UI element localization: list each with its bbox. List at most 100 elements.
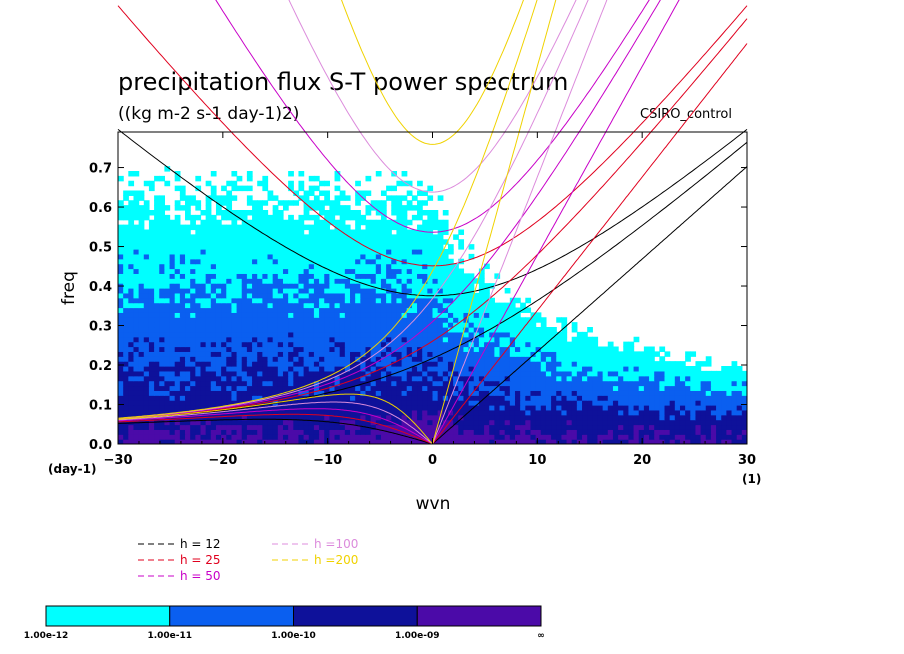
heatmap-cell bbox=[612, 429, 619, 435]
heatmap-cell bbox=[159, 390, 166, 396]
heatmap-cell bbox=[138, 429, 145, 435]
heatmap-cell bbox=[169, 253, 176, 260]
heatmap-cell bbox=[339, 409, 346, 416]
heatmap-cell bbox=[164, 361, 171, 367]
heatmap-cell bbox=[540, 424, 547, 430]
heatmap-cell bbox=[520, 429, 526, 435]
heatmap-cell bbox=[422, 273, 428, 279]
heatmap-cell bbox=[406, 302, 413, 309]
heatmap-cell bbox=[257, 180, 263, 187]
heatmap-cell bbox=[226, 190, 233, 196]
heatmap-cell bbox=[458, 419, 465, 426]
heatmap-cell bbox=[221, 239, 227, 245]
heatmap-cell bbox=[360, 395, 367, 401]
heatmap-cell bbox=[288, 229, 294, 235]
heatmap-cell bbox=[535, 380, 542, 387]
heatmap-cell bbox=[401, 409, 408, 416]
heatmap-cell bbox=[339, 361, 346, 367]
heatmap-cell bbox=[344, 361, 351, 367]
heatmap-cell bbox=[592, 434, 599, 440]
heatmap-cell bbox=[674, 366, 681, 372]
heatmap-cell bbox=[350, 253, 356, 260]
heatmap-cell bbox=[463, 366, 470, 372]
heatmap-cell bbox=[597, 346, 604, 352]
heatmap-cell bbox=[143, 273, 150, 279]
heatmap-cell bbox=[375, 302, 382, 309]
heatmap-cell bbox=[468, 356, 475, 362]
heatmap-cell bbox=[221, 292, 227, 299]
heatmap-cell bbox=[246, 249, 253, 255]
x-tick-label: −30 bbox=[104, 453, 133, 468]
heatmap-cell bbox=[257, 331, 263, 338]
heatmap-cell bbox=[473, 356, 480, 362]
heatmap-cell bbox=[566, 341, 573, 348]
heatmap-cell bbox=[726, 390, 733, 396]
heatmap-cell bbox=[267, 229, 274, 235]
heatmap-cell bbox=[236, 263, 243, 270]
heatmap-cell bbox=[437, 278, 444, 284]
heatmap-cell bbox=[169, 268, 176, 274]
colorbar-label: ∞ bbox=[537, 631, 545, 641]
heatmap-cell bbox=[401, 400, 408, 406]
heatmap-cell bbox=[520, 351, 526, 357]
heatmap-cell bbox=[241, 390, 248, 396]
heatmap-cell bbox=[509, 375, 516, 382]
heatmap-cell bbox=[679, 434, 686, 440]
heatmap-cell bbox=[463, 434, 470, 440]
heatmap-cell bbox=[587, 370, 593, 377]
heatmap-cell bbox=[339, 341, 346, 348]
heatmap-cell bbox=[540, 405, 547, 411]
heatmap-cell bbox=[179, 292, 186, 299]
heatmap-cell bbox=[664, 424, 671, 430]
heatmap-cell bbox=[514, 424, 521, 430]
heatmap-cell bbox=[453, 327, 459, 333]
heatmap-cell bbox=[154, 292, 160, 299]
heatmap-cell bbox=[602, 390, 609, 396]
heatmap-cell bbox=[695, 409, 702, 416]
heatmap-cell bbox=[159, 356, 166, 362]
heatmap-cell bbox=[649, 346, 655, 352]
heatmap-cell bbox=[716, 385, 722, 391]
heatmap-cell bbox=[504, 414, 511, 421]
heatmap-cell bbox=[530, 419, 537, 426]
heatmap-cell bbox=[267, 429, 274, 435]
heatmap-cell bbox=[133, 205, 140, 211]
heatmap-cell bbox=[164, 346, 171, 352]
heatmap-cell bbox=[540, 366, 547, 372]
heatmap-cell bbox=[375, 380, 382, 387]
heatmap-cell bbox=[210, 283, 217, 289]
heatmap-cell bbox=[324, 190, 330, 196]
heatmap-cell bbox=[566, 439, 573, 444]
heatmap-cell bbox=[313, 239, 320, 245]
heatmap-cell bbox=[257, 219, 263, 226]
heatmap-cell bbox=[123, 302, 129, 309]
heatmap-cell bbox=[700, 380, 707, 387]
heatmap-cell bbox=[463, 292, 470, 299]
heatmap-cell bbox=[592, 414, 599, 421]
heatmap-cell bbox=[453, 366, 459, 372]
heatmap-cell bbox=[365, 229, 372, 235]
heatmap-cell bbox=[380, 380, 387, 387]
heatmap-cell bbox=[257, 210, 263, 216]
heatmap-cell bbox=[200, 434, 207, 440]
heatmap-cell bbox=[618, 361, 624, 367]
colorbar-segment bbox=[416, 605, 542, 627]
heatmap-cell bbox=[355, 429, 361, 435]
heatmap-cell bbox=[344, 424, 351, 430]
heatmap-cell bbox=[386, 327, 392, 333]
heatmap-cell bbox=[411, 400, 418, 406]
heatmap-cell bbox=[499, 327, 506, 333]
heatmap-cell bbox=[169, 419, 176, 426]
heatmap-cell bbox=[329, 361, 336, 367]
heatmap-cell bbox=[154, 341, 160, 348]
x-tick-label: 10 bbox=[528, 453, 546, 468]
heatmap-cell bbox=[334, 249, 341, 255]
heatmap-cell bbox=[514, 356, 521, 362]
heatmap-cell bbox=[535, 395, 542, 401]
heatmap-cell bbox=[509, 366, 516, 372]
heatmap-cell bbox=[324, 302, 330, 309]
heatmap-cell bbox=[303, 278, 310, 284]
heatmap-cell bbox=[308, 292, 315, 299]
heatmap-cell bbox=[447, 292, 454, 299]
heatmap-cell bbox=[288, 361, 294, 367]
